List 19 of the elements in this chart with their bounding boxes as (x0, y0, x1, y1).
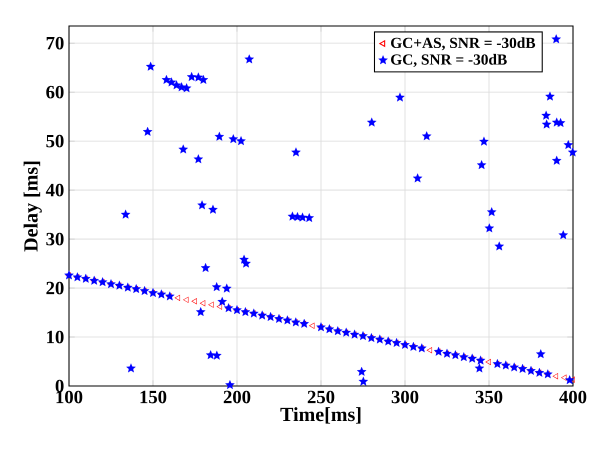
y-axis-title: Delay [ms] (24, 162, 42, 252)
y-tick-label: 0 (56, 380, 64, 392)
x-tick-label: 400 (559, 390, 586, 404)
y-tick-label: 20 (46, 282, 64, 294)
y-tick-label: 10 (47, 330, 64, 344)
y-tick-label: 30 (46, 232, 64, 246)
y-tick-label: 40 (46, 184, 64, 196)
y-tick-label: 70 (46, 36, 64, 50)
x-tick-label: 250 (308, 390, 334, 404)
x-tick-label: 300 (392, 390, 418, 404)
x-tick-label: 200 (224, 390, 250, 404)
x-tick-label: 150 (140, 390, 166, 404)
y-tick-label: 50 (46, 134, 64, 148)
legend-label: GC+AS, SNR = -30dB (391, 37, 536, 50)
legend-label: GC, SNR = -30dB (391, 54, 507, 67)
y-tick-label: 60 (46, 86, 64, 98)
x-tick-label: 100 (56, 390, 82, 404)
x-axis-title: Time[ms] (280, 407, 360, 424)
x-tick-label: 350 (476, 390, 502, 404)
